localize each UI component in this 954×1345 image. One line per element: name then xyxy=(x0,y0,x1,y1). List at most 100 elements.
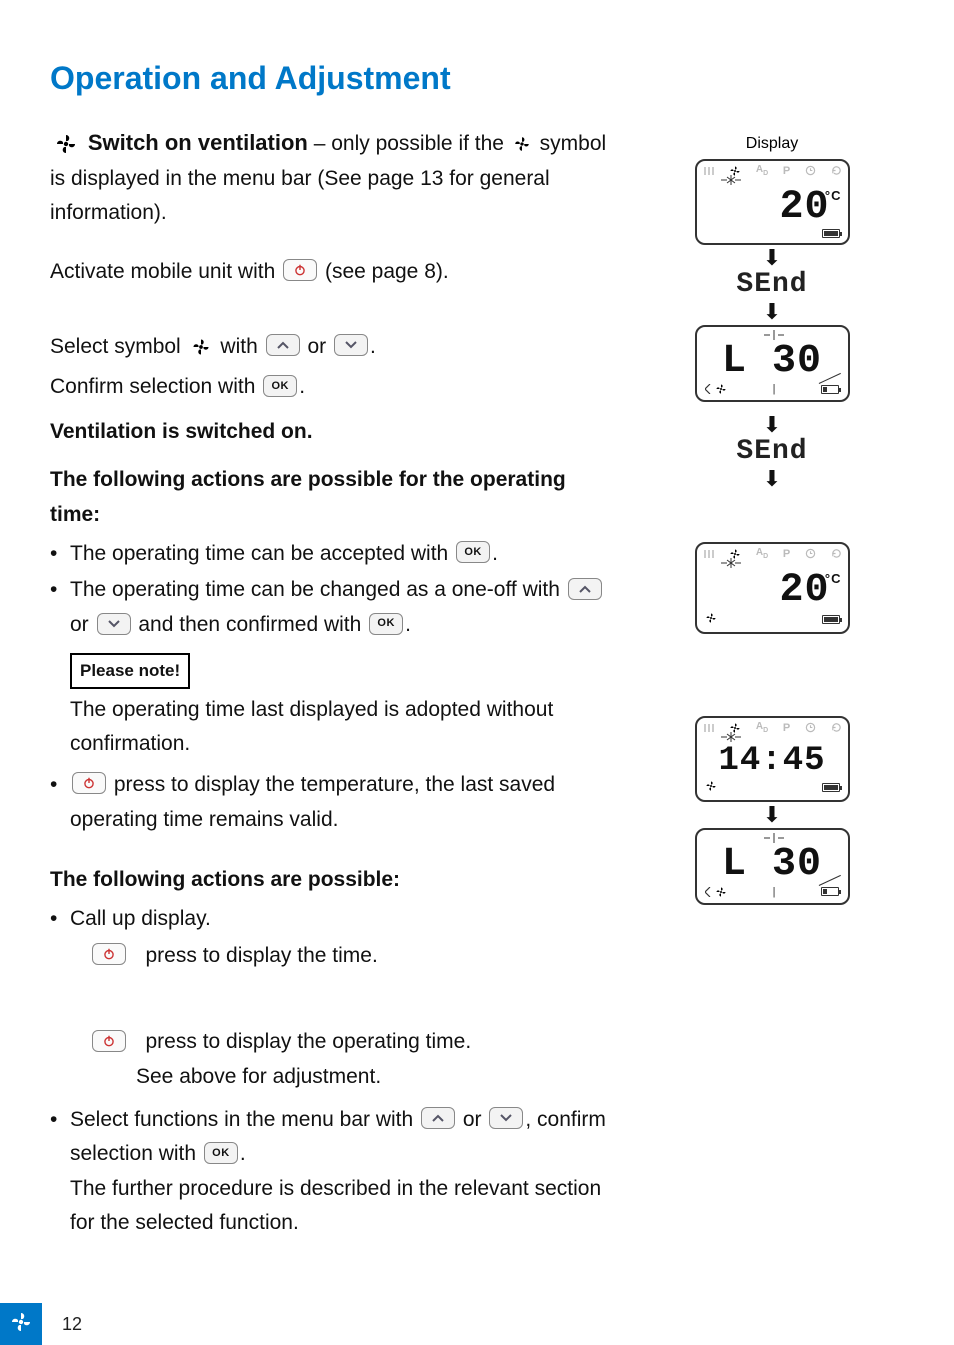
activate-line: Activate mobile unit with (see page 8). xyxy=(50,255,620,290)
send-text: SEnd xyxy=(640,438,904,466)
auto-icon: AD xyxy=(756,721,768,734)
lcd-display-3: AD P 20 °C xyxy=(695,542,850,634)
fan-icon xyxy=(705,780,717,795)
op-b2-c: and then confirmed with xyxy=(138,613,367,636)
down-arrow-icon: ⬇ xyxy=(640,301,904,323)
clock-icon xyxy=(805,722,816,733)
actions-heading: The following actions are possible: xyxy=(50,863,620,898)
refresh-icon xyxy=(831,722,842,733)
op-bullet-2: The operating time can be changed as a o… xyxy=(50,573,620,642)
lcd-display-1: AD P 20 °C xyxy=(695,159,850,245)
act1a-text: press to display the time. xyxy=(140,944,378,967)
lcd-display-5: L 30 | xyxy=(695,828,850,905)
battery-icon xyxy=(822,229,840,238)
fan-icon xyxy=(189,337,213,357)
clock-icon xyxy=(805,548,816,559)
heat-icon xyxy=(703,165,715,177)
selector-marker xyxy=(721,558,741,568)
prog-icon: P xyxy=(783,165,790,177)
op-b2-d: . xyxy=(405,613,411,636)
fan-icon xyxy=(512,135,532,153)
act2-a: Select functions in the menu bar with xyxy=(70,1108,419,1131)
down-button[interactable] xyxy=(334,334,368,356)
lcd-unit: °C xyxy=(825,572,842,586)
display-column: Display AD P 20 °C xyxy=(640,125,904,1243)
select-b: with xyxy=(220,335,263,358)
note-box: Please note! xyxy=(70,653,190,689)
act1b-l1: press to display the operating time. xyxy=(140,1030,472,1053)
op-b2-a: The operating time can be changed as a o… xyxy=(70,578,566,601)
footer-tab xyxy=(0,1303,42,1345)
act1b-l2: See above for adjustment. xyxy=(136,1065,381,1088)
ok-button[interactable]: OK xyxy=(369,613,403,635)
heat-icon xyxy=(703,722,715,734)
select-line: Select symbol with or . xyxy=(50,330,620,365)
act-bullet-1: Call up display. xyxy=(50,902,620,937)
battery-icon xyxy=(822,615,840,624)
lead-paragraph: Switch on ventilation – only possible if… xyxy=(50,125,620,231)
lcd-menubar: AD P xyxy=(697,544,848,560)
prog-icon: P xyxy=(783,722,790,734)
display-label: Display xyxy=(640,135,904,153)
op-b1-a: The operating time can be accepted with xyxy=(70,542,454,565)
fan-icon xyxy=(705,612,717,627)
page-footer: 12 xyxy=(0,1303,82,1345)
up-button[interactable] xyxy=(568,578,602,600)
select-d: . xyxy=(370,335,376,358)
ok-button[interactable]: OK xyxy=(204,1142,238,1164)
power-button[interactable] xyxy=(72,772,106,794)
power-button[interactable] xyxy=(92,1030,126,1052)
op-b2-b: or xyxy=(70,613,95,636)
op-b1-b: . xyxy=(492,542,498,565)
act1a-line: press to display the time. xyxy=(50,939,620,974)
lcd-display-2: L 30 | xyxy=(695,325,850,402)
fan-icon xyxy=(52,132,80,156)
down-button[interactable] xyxy=(489,1107,523,1129)
battery-icon xyxy=(821,887,839,896)
lcd-menubar: AD P xyxy=(697,161,848,177)
heat-icon xyxy=(703,548,715,560)
ok-button[interactable]: OK xyxy=(456,541,490,563)
act2-b: or xyxy=(463,1108,488,1131)
fan-icon xyxy=(705,886,727,898)
refresh-icon xyxy=(831,165,842,176)
lcd-unit: °C xyxy=(825,189,842,203)
instructions-column: Switch on ventilation – only possible if… xyxy=(50,125,620,1243)
up-button[interactable] xyxy=(266,334,300,356)
page-title: Operation and Adjustment xyxy=(50,60,904,97)
auto-icon: AD xyxy=(756,164,768,177)
lcd-main-value: 14:45 xyxy=(697,744,848,780)
ok-button[interactable]: OK xyxy=(263,375,297,397)
power-button[interactable] xyxy=(283,259,317,281)
lcd-menubar: AD P xyxy=(697,718,848,734)
prog-icon: P xyxy=(783,548,790,560)
op-time-heading: The following actions are possible for t… xyxy=(50,463,620,532)
down-arrow-icon: ⬇ xyxy=(640,414,904,436)
down-button[interactable] xyxy=(97,613,131,635)
down-arrow-icon: ⬇ xyxy=(640,247,904,269)
down-arrow-icon: ⬇ xyxy=(640,468,904,490)
page-number: 12 xyxy=(62,1314,82,1335)
selector-marker xyxy=(721,732,741,742)
selector-marker xyxy=(721,175,741,185)
note-body: The operating time last displayed is ado… xyxy=(50,693,620,762)
up-button[interactable] xyxy=(421,1107,455,1129)
lcd-main-value: 20 °C xyxy=(697,570,848,612)
lcd-main-value: L 30 xyxy=(697,844,848,886)
act1-text: Call up display. xyxy=(70,907,211,930)
activate-text-b: (see page 8). xyxy=(325,260,449,283)
act2-d: . xyxy=(240,1142,246,1165)
confirm-line: Confirm selection with OK. xyxy=(50,370,620,405)
select-c: or xyxy=(307,335,332,358)
op-bullet-1: The operating time can be accepted with … xyxy=(50,537,620,572)
act2-follow: The further procedure is described in th… xyxy=(70,1177,601,1235)
battery-icon xyxy=(821,385,839,394)
clock-icon xyxy=(805,165,816,176)
power-button[interactable] xyxy=(92,943,126,965)
confirm-a: Confirm selection with xyxy=(50,375,261,398)
lead-strong: Switch on ventilation xyxy=(88,130,308,155)
lcd-display-4: AD P 14:45 xyxy=(695,716,850,802)
op-bullet-3: press to display the temperature, the la… xyxy=(50,768,620,837)
confirm-b: . xyxy=(299,375,305,398)
act1b-line: press to display the operating time. See… xyxy=(50,1025,620,1094)
